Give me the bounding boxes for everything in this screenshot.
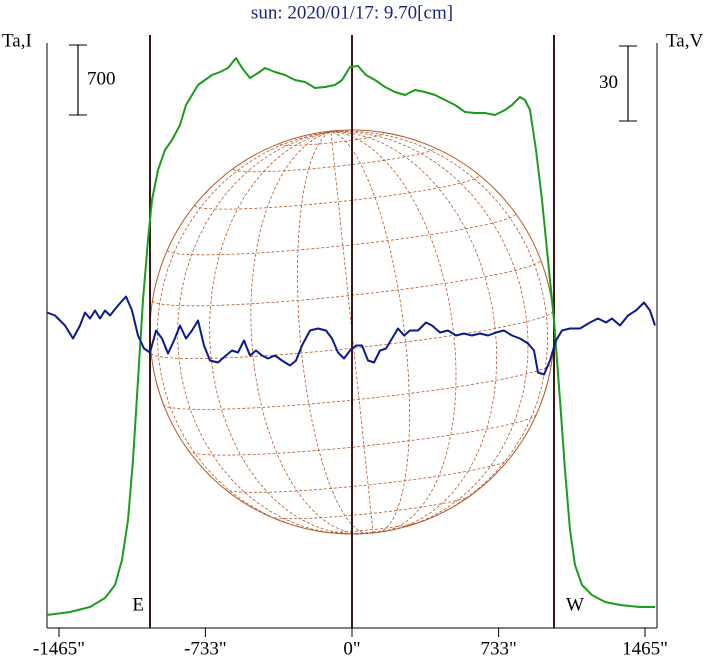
parallel bbox=[163, 363, 552, 410]
solar-disk bbox=[149, 129, 555, 535]
meridian bbox=[330, 131, 529, 533]
x-tick-label: 0" bbox=[343, 638, 360, 659]
meridian bbox=[156, 131, 374, 535]
x-tick-label: 1465" bbox=[622, 638, 668, 659]
x-tick-label: 733" bbox=[480, 638, 516, 659]
parallel bbox=[152, 259, 541, 307]
parallel bbox=[269, 494, 472, 520]
meridian bbox=[330, 130, 549, 533]
parallel bbox=[167, 213, 516, 256]
y-axis-label: Ta,I bbox=[2, 30, 32, 51]
chart-title: sun: 2020/01/17: 9.70[cm] bbox=[251, 2, 453, 23]
y2-axis-label: Ta,V bbox=[666, 30, 703, 51]
parallel bbox=[224, 458, 510, 493]
parallel bbox=[188, 413, 537, 456]
series-line bbox=[46, 57, 655, 616]
x-tick-label: -1465" bbox=[33, 638, 85, 659]
parallel bbox=[232, 147, 435, 173]
parallel bbox=[194, 175, 480, 210]
scale-bar-label: 700 bbox=[87, 68, 116, 89]
scale-bar-label: 30 bbox=[599, 72, 618, 93]
meridian bbox=[177, 131, 374, 535]
limb-label: W bbox=[566, 594, 584, 615]
x-tick-label: -733" bbox=[184, 638, 227, 659]
parallel bbox=[320, 519, 425, 533]
limb-label: E bbox=[132, 594, 144, 615]
parallel bbox=[279, 132, 385, 146]
series-line bbox=[46, 295, 656, 376]
